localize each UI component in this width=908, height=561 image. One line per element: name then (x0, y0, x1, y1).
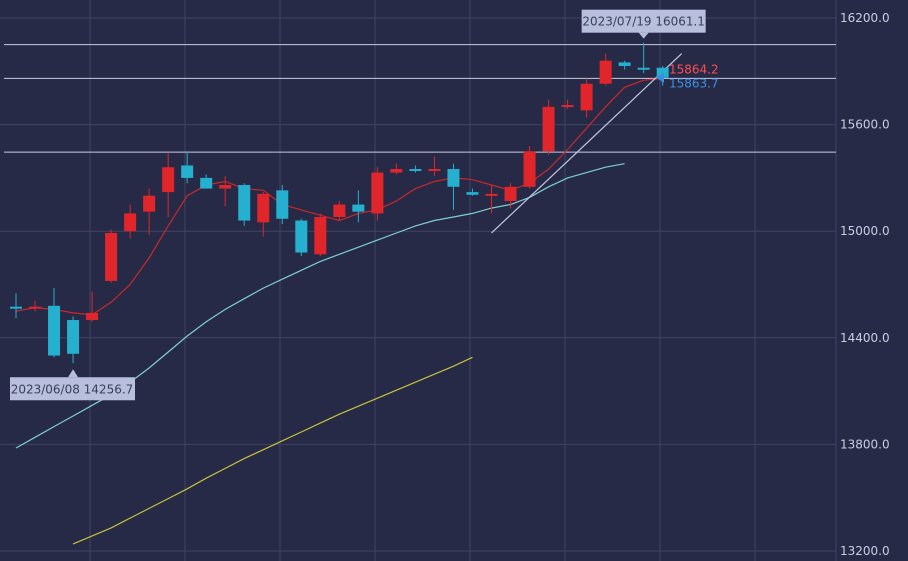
candle-body (447, 169, 460, 187)
candle-body (295, 220, 308, 253)
candle-body (181, 165, 194, 178)
last-price-up-label: 15864.2 (669, 63, 719, 77)
candle (485, 185, 498, 214)
candle (276, 185, 289, 225)
candle (637, 42, 650, 74)
candle (238, 183, 251, 226)
y-tick-label: 16200.0 (840, 11, 890, 25)
candle (257, 192, 270, 237)
candle (409, 165, 422, 173)
candle (162, 153, 175, 217)
candle (333, 200, 346, 221)
grid-lines (0, 0, 837, 561)
y-tick-label: 15000.0 (840, 224, 890, 238)
candle-body (618, 62, 631, 66)
horizontal-price-lines (4, 44, 836, 153)
candle-body (523, 151, 536, 187)
candle-body (162, 167, 175, 193)
candle (200, 174, 213, 189)
low-label-box (10, 377, 135, 401)
candle (67, 316, 80, 364)
last-price-down-label: 15863.7 (669, 77, 719, 91)
candle (124, 204, 137, 239)
candle (523, 145, 536, 189)
ma-long-line (72, 356, 473, 545)
high-label-box (581, 9, 706, 33)
candle (48, 288, 61, 358)
trendline-group (491, 53, 683, 234)
candle (599, 53, 612, 86)
candle-body (352, 204, 365, 212)
high-label-pointer (638, 32, 649, 39)
candle-body (67, 320, 80, 354)
moving-averages (15, 77, 663, 545)
candle-body (200, 177, 213, 189)
low-label-text: 2023/06/08 14256.7 (11, 382, 134, 396)
candle (428, 156, 441, 177)
candle-body (10, 306, 22, 309)
candle-body (105, 232, 118, 281)
candle (618, 60, 631, 70)
candle (580, 78, 593, 118)
candle-body (314, 216, 327, 255)
candle-body (219, 185, 232, 189)
candle-body (124, 213, 137, 232)
candle (86, 291, 99, 322)
y-axis: 16200.0 15600.0 15000.0 14400.0 13800.0 13200… (840, 11, 890, 558)
y-tick-label: 14400.0 (840, 331, 890, 345)
candle (371, 167, 384, 221)
candle-body (542, 106, 555, 152)
candle-body (257, 193, 270, 223)
candle-body (580, 83, 593, 111)
candle (181, 151, 194, 184)
candle-body (371, 172, 384, 214)
candle (105, 229, 118, 283)
candle (447, 163, 460, 210)
trendline (491, 53, 683, 234)
high-label-text: 2023/07/19 16061.1 (582, 15, 705, 29)
candle-body (485, 193, 498, 196)
candle (295, 218, 308, 257)
candle-body (599, 60, 612, 84)
candle (466, 188, 479, 196)
candle (352, 190, 365, 223)
candle-body (466, 192, 479, 195)
candle (561, 99, 574, 109)
candle-body (504, 186, 517, 201)
y-tick-label: 13800.0 (840, 437, 890, 451)
candle (542, 99, 555, 155)
candle-body (333, 204, 346, 217)
candle-body (637, 67, 650, 70)
candle (143, 188, 156, 235)
candle (10, 293, 22, 319)
candle (29, 300, 42, 312)
candle-body (390, 169, 403, 173)
candles (10, 42, 669, 364)
low-label-pointer (68, 369, 79, 378)
candle-body (409, 169, 422, 172)
candle (390, 163, 403, 175)
y-tick-label: 15600.0 (840, 118, 890, 132)
y-tick-label: 13200.0 (840, 544, 890, 558)
candle-body (561, 105, 574, 108)
annotations: 2023/07/19 16061.1 2023/06/08 14256.7 1586… (10, 9, 719, 401)
ma-mid-line (15, 163, 625, 449)
last-price-arrow-icon (656, 72, 664, 83)
candle-body (29, 306, 42, 309)
candle (504, 183, 517, 209)
candle-body (428, 169, 441, 172)
candle (314, 213, 327, 257)
candle-body (276, 190, 289, 219)
candle-body (86, 312, 99, 321)
candle-body (48, 305, 61, 356)
candle-body (656, 67, 669, 78)
candle (219, 176, 232, 207)
candle-body (143, 195, 156, 212)
candle-body (238, 185, 251, 221)
